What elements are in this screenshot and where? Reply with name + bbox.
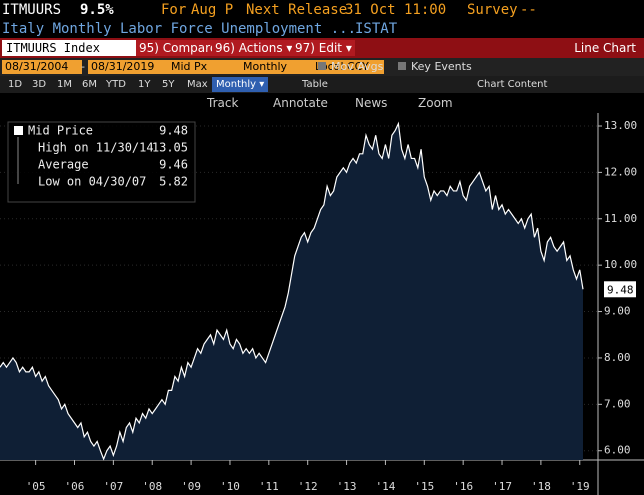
description-row: Italy Monthly Labor Force Unemployment .… xyxy=(0,20,644,38)
source: ISTAT xyxy=(355,21,398,37)
x-tick-label: '10 xyxy=(220,480,240,493)
legend-name: High on 11/30/14 xyxy=(38,141,154,155)
range-row: 1D 3D 1M 6M YTD 1Y 5Y Max Monthly ▾ Table Chart Co… xyxy=(0,76,644,93)
legend-value: 13.05 xyxy=(152,141,188,155)
tool-button[interactable]: Zoom xyxy=(418,96,453,110)
periodicity-select[interactable]: Monthly xyxy=(240,60,312,74)
legend-box xyxy=(7,121,196,203)
x-tick-label: '06 xyxy=(65,480,85,493)
last-value-label: 9.48 xyxy=(607,283,634,296)
for-label: For xyxy=(161,2,187,18)
x-tick-label: '19 xyxy=(570,480,590,493)
y-tick-label: 7.00 xyxy=(604,397,631,410)
tool-button[interactable]: News xyxy=(355,96,388,110)
y-tick-label: 9.00 xyxy=(604,305,631,318)
range-button[interactable]: 1M xyxy=(57,79,72,90)
tool-button[interactable]: Track xyxy=(207,96,239,110)
table-button[interactable]: Table xyxy=(302,79,328,90)
ticker: ITMUURS xyxy=(2,2,62,18)
period-select[interactable]: Monthly ▾ xyxy=(212,77,269,92)
compare-button[interactable]: 95) Compare xyxy=(136,40,221,56)
survey-value: -- xyxy=(520,2,537,18)
x-tick-label: '14 xyxy=(375,480,395,493)
last-value: 9.5% xyxy=(80,2,114,18)
end-date[interactable]: 08/31/2019 xyxy=(88,60,168,74)
legend-name: Low on 04/30/07 xyxy=(38,175,146,189)
legend-value: 9.48 xyxy=(159,124,188,138)
header-row: ITMUURS 9.5% For Aug P Next Release 31 O… xyxy=(0,0,644,20)
tool-button[interactable]: Annotate xyxy=(273,96,328,110)
x-tick-label: '09 xyxy=(181,480,201,493)
security-input[interactable]: ITMUURS Index xyxy=(2,40,138,56)
view-name: Line Chart xyxy=(574,41,636,55)
legend-value: 5.82 xyxy=(159,175,188,189)
settings-row: 08/31/2004 - 08/31/2019 Mid Px Monthly xyxy=(0,58,644,76)
line xyxy=(0,121,584,461)
x-tick-label: '18 xyxy=(531,480,551,493)
legend-value: 9.46 xyxy=(159,158,188,172)
x-tick-label: '15 xyxy=(414,480,434,493)
y-tick-label: 6.00 xyxy=(604,444,631,457)
tools-row: Track Annotate News Zoom xyxy=(0,93,644,113)
date-separator: - xyxy=(81,60,85,73)
range-button[interactable]: 5Y xyxy=(162,79,175,90)
y-tick-label: 13.00 xyxy=(604,119,637,132)
release-time: 31 Oct 11:00 xyxy=(345,2,447,18)
start-date[interactable]: 08/31/2004 xyxy=(2,60,82,74)
edit-button[interactable]: 97) Edit ▾ xyxy=(292,40,355,56)
x-tick-label: '05 xyxy=(26,480,46,493)
range-button[interactable]: Max xyxy=(187,79,208,90)
y-tick-label: 8.00 xyxy=(604,351,631,364)
range-button[interactable]: 1Y xyxy=(138,79,151,90)
field-select[interactable]: Mid Px xyxy=(168,60,240,74)
survey-label: Survey xyxy=(467,2,518,18)
x-tick-label: '17 xyxy=(492,480,512,493)
x-tick-label: '12 xyxy=(298,480,318,493)
area xyxy=(0,123,583,461)
legend-name: Mid Price xyxy=(28,124,93,138)
chart-content-button[interactable]: Chart Content xyxy=(477,79,548,90)
chart: 6.00 7.00 8.00 9.00 10.00 11.00 12.00 13.00 '05 '… xyxy=(0,113,644,495)
y-tick-label: 11.00 xyxy=(604,212,637,225)
key-events-checkbox[interactable]: Key Events xyxy=(398,60,472,74)
range-button[interactable]: YTD xyxy=(106,79,126,90)
x-tick-label: '08 xyxy=(142,480,162,493)
range-button[interactable]: 6M xyxy=(82,79,97,90)
mov-avgs-checkbox[interactable]: Mov Avgs xyxy=(318,60,383,74)
last-value-box xyxy=(604,281,636,298)
legend-name: Average xyxy=(38,158,89,172)
x-tick-label: '13 xyxy=(337,480,357,493)
x-tick-label: '11 xyxy=(259,480,279,493)
actions-button[interactable]: 96) Actions ▾ xyxy=(212,40,296,56)
x-tick-label: '16 xyxy=(453,480,473,493)
x-tick-label: '07 xyxy=(103,480,123,493)
y-tick-label: 12.00 xyxy=(604,165,637,178)
release-label: Next Release xyxy=(246,2,348,18)
period: Aug P xyxy=(191,2,234,18)
y-tick-label: 10.00 xyxy=(604,258,637,271)
range-button[interactable]: 1D xyxy=(8,79,23,90)
toolbar: ITMUURS Index 95) Compare 96) Actions ▾ … xyxy=(0,38,644,58)
security-name: Italy Monthly Labor Force Unemployment .… xyxy=(2,21,357,37)
range-button[interactable]: 3D xyxy=(32,79,47,90)
legend-swatch xyxy=(14,126,23,135)
